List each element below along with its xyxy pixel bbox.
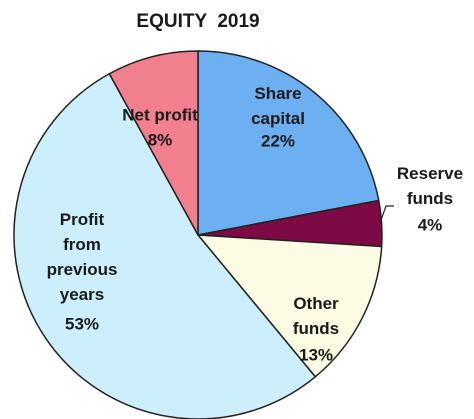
slice-label: Net profit: [122, 105, 198, 124]
pie-slice: [197, 50, 380, 236]
slice-label: Other funds: [293, 294, 339, 338]
pie-slice: [13, 72, 317, 419]
slice-label: Share capital: [251, 84, 305, 128]
value-label: 53%: [65, 314, 99, 333]
slice-label: Profit from previous years: [47, 210, 118, 304]
pie-slice: [196, 234, 383, 378]
slice-label: Reserve funds: [397, 164, 463, 208]
value-label: 8%: [148, 130, 173, 149]
value-label: 13%: [299, 345, 333, 364]
value-label: 4%: [418, 215, 443, 234]
value-label: 22%: [261, 131, 295, 150]
leader-line: [379, 205, 394, 224]
chart-title: EQUITY 2019: [136, 11, 259, 32]
pie-slice: [108, 50, 199, 236]
